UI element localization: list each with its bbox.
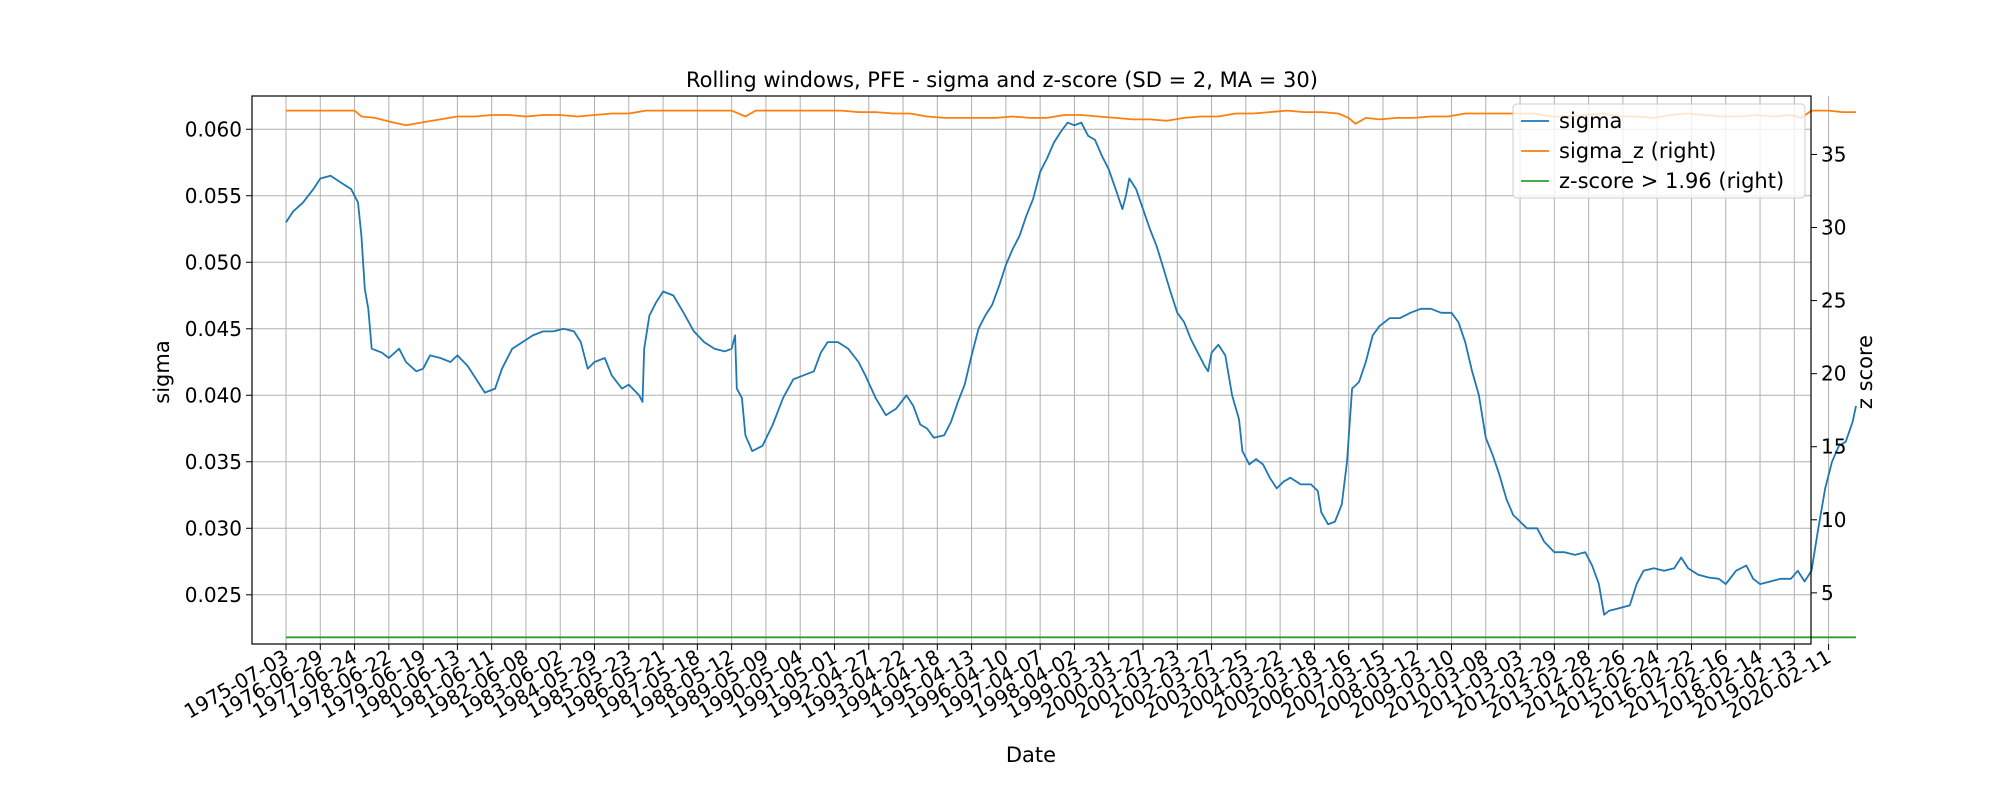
y-tick-label-right: 30 bbox=[1821, 216, 1846, 240]
y-tick-label-left: 0.055 bbox=[185, 184, 242, 208]
y-tick-label-left: 0.025 bbox=[185, 583, 242, 607]
series-line-sigma bbox=[285, 121, 1857, 616]
y-axis-left: 0.025 0.030 0.035 0.040 0.045 0.050 0.055 0.060 bbox=[185, 117, 252, 607]
y-tick-label-right: 5 bbox=[1821, 581, 1834, 605]
y-tick-label-right: 25 bbox=[1821, 289, 1846, 313]
y-tick-label-right: 20 bbox=[1821, 362, 1846, 386]
chart-title: Rolling windows, PFE - sigma and z-score… bbox=[686, 68, 1318, 92]
y-tick-label-right: 15 bbox=[1821, 435, 1846, 459]
y-tick-label-left: 0.035 bbox=[185, 450, 242, 474]
y-axis-label-left: sigma bbox=[150, 340, 174, 403]
y-axis-right: 5 10 15 20 25 30 35 bbox=[1811, 142, 1846, 605]
y-tick-label-left: 0.045 bbox=[185, 317, 242, 341]
y-tick-label-left: 0.040 bbox=[185, 383, 242, 407]
y-axis-label-right: z score bbox=[1853, 335, 1877, 409]
legend: sigma sigma_z (right) z-score > 1.96 (righ… bbox=[1512, 103, 1806, 199]
x-axis-label: Date bbox=[1006, 743, 1056, 767]
y-tick-label-left: 0.050 bbox=[185, 250, 242, 274]
legend-label: sigma_z (right) bbox=[1559, 139, 1716, 164]
legend-box bbox=[1512, 103, 1806, 199]
y-tick-label-right: 10 bbox=[1821, 508, 1846, 532]
legend-label: sigma bbox=[1559, 109, 1622, 133]
y-tick-label-right: 35 bbox=[1821, 142, 1846, 166]
x-axis: 1975-07-031976-06-291977-06-241978-06-22… bbox=[180, 644, 1835, 723]
plot-area bbox=[251, 95, 1812, 645]
y-tick-label-left: 0.030 bbox=[185, 516, 242, 540]
legend-label: z-score > 1.96 (right) bbox=[1559, 169, 1784, 193]
y-tick-label-left: 0.060 bbox=[185, 117, 242, 141]
